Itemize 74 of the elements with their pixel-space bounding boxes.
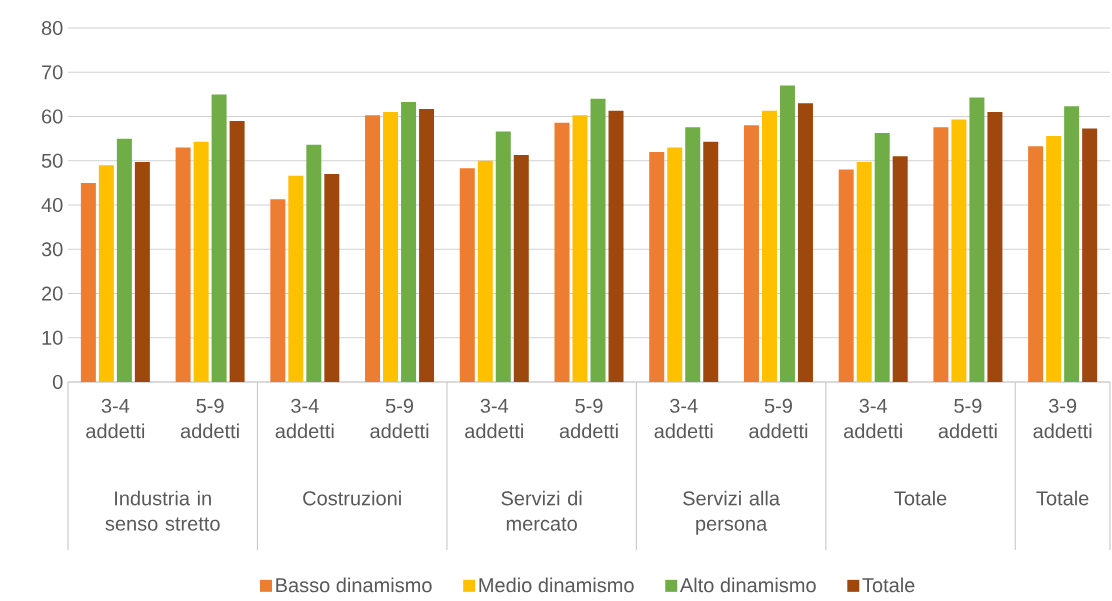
text: Servizi alla persona bbox=[683, 490, 780, 535]
bar bbox=[401, 101, 417, 382]
bar bbox=[572, 115, 588, 382]
text: Totale bbox=[894, 490, 947, 506]
bar bbox=[513, 155, 529, 382]
text: Servizi di mercato bbox=[501, 490, 582, 531]
bar bbox=[590, 98, 606, 382]
bar bbox=[80, 182, 96, 382]
bar bbox=[1046, 135, 1062, 382]
text: Industria in senso stretto bbox=[105, 490, 220, 531]
y-tick-label: 60 bbox=[42, 109, 63, 124]
bar bbox=[856, 162, 872, 382]
y-tick-label: 20 bbox=[42, 286, 63, 301]
text: Totale bbox=[1036, 490, 1089, 506]
bar bbox=[270, 199, 286, 382]
bar bbox=[554, 122, 570, 382]
bar bbox=[969, 97, 985, 382]
bar bbox=[477, 160, 493, 382]
bar bbox=[608, 110, 624, 382]
bar bbox=[324, 174, 340, 382]
bar bbox=[229, 120, 245, 382]
bar bbox=[495, 131, 511, 382]
bar bbox=[987, 112, 1003, 382]
bar bbox=[779, 85, 795, 382]
bar bbox=[459, 168, 475, 382]
x-tick-label: 3-4 addetti bbox=[275, 398, 334, 439]
x-tick-label: 3-9 addetti bbox=[1033, 398, 1092, 439]
bar bbox=[211, 94, 227, 382]
bar bbox=[892, 156, 908, 382]
x-tick-label: 5-9 addetti bbox=[749, 398, 808, 439]
bar bbox=[1082, 128, 1098, 382]
bar bbox=[383, 112, 399, 382]
bar bbox=[685, 127, 701, 382]
bar bbox=[667, 147, 683, 382]
legend-label: Basso dinamismo bbox=[276, 577, 432, 593]
bar bbox=[306, 144, 322, 382]
y-tick-label: 80 bbox=[41, 20, 63, 36]
bar bbox=[797, 103, 813, 382]
bar bbox=[365, 115, 381, 382]
bar bbox=[761, 110, 777, 382]
x-tick-label: 5-9 addetti bbox=[559, 398, 618, 439]
bar bbox=[933, 127, 949, 382]
bar bbox=[288, 175, 304, 382]
bar bbox=[743, 125, 759, 382]
x-tick-label: 5-9 addetti bbox=[180, 398, 239, 439]
bar bbox=[134, 162, 150, 382]
x-tick-label: 3-4 addetti bbox=[86, 398, 145, 439]
legend-label: Alto dinamismo bbox=[679, 577, 816, 593]
x-tick-label: 5-9 addetti bbox=[370, 398, 429, 439]
y-tick-label: 70 bbox=[42, 65, 63, 80]
y-tick-label: 50 bbox=[41, 153, 63, 168]
x-tick-label: 3-4 addetti bbox=[844, 398, 902, 439]
bar bbox=[951, 119, 967, 382]
bar bbox=[419, 108, 435, 382]
bar bbox=[838, 169, 854, 382]
y-tick-label: 40 bbox=[41, 197, 63, 213]
bar bbox=[175, 147, 191, 382]
legend-label: Medio dinamismo bbox=[479, 577, 634, 593]
text: Costruzioni bbox=[303, 490, 401, 506]
bar bbox=[116, 138, 132, 382]
x-tick-label: 3-4 addetti bbox=[465, 398, 523, 439]
bar bbox=[874, 132, 890, 382]
y-tick-label: 30 bbox=[41, 242, 63, 257]
y-tick-label: 10 bbox=[42, 330, 63, 345]
x-tick-label: 5-9 addetti bbox=[938, 398, 997, 439]
legend-label: Totale bbox=[862, 577, 915, 593]
x-tick-label: 3-4 addetti bbox=[654, 398, 713, 439]
bar bbox=[703, 141, 719, 382]
bar bbox=[193, 141, 209, 382]
bar bbox=[1064, 106, 1080, 382]
bar bbox=[98, 165, 114, 382]
bar bbox=[649, 151, 665, 382]
bar bbox=[1028, 146, 1044, 382]
y-tick-label: 0 bbox=[52, 374, 63, 390]
